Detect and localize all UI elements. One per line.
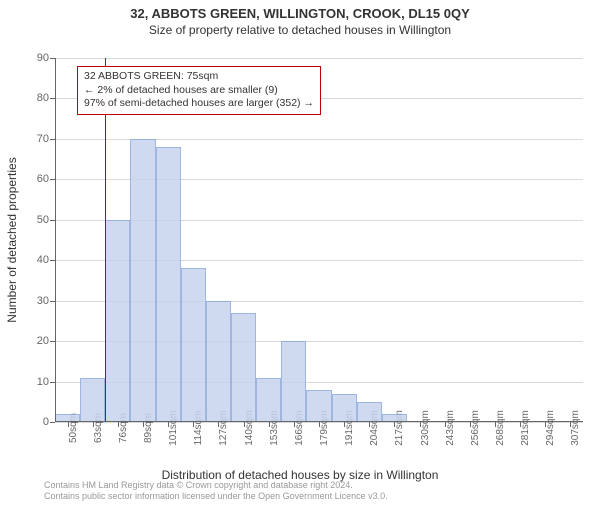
histogram-bar <box>357 402 382 422</box>
histogram-bar <box>130 139 155 422</box>
x-tick-label: 230sqm <box>420 410 431 446</box>
x-axis-line <box>55 421 583 422</box>
histogram-bar <box>181 268 206 422</box>
histogram-bar <box>105 220 130 422</box>
annotation-line: ← 2% of detached houses are smaller (9) <box>84 84 314 98</box>
page-subtitle: Size of property relative to detached ho… <box>0 23 600 37</box>
histogram-bar <box>156 147 181 422</box>
y-tick-label: 50 <box>37 214 49 226</box>
x-tick-label: 307sqm <box>570 410 581 446</box>
footer-line: Contains public sector information licen… <box>44 491 388 502</box>
y-tick-label: 0 <box>43 416 49 428</box>
y-axis-line <box>55 58 56 422</box>
grid-line <box>55 58 583 59</box>
histogram-bar <box>281 341 306 422</box>
y-tick-label: 80 <box>37 92 49 104</box>
page-title: 32, ABBOTS GREEN, WILLINGTON, CROOK, DL1… <box>0 6 600 21</box>
histogram-bar <box>306 390 331 422</box>
annotation-line: 97% of semi-detached houses are larger (… <box>84 97 314 111</box>
histogram-bar <box>332 394 357 422</box>
annotation-box: 32 ABBOTS GREEN: 75sqm ← 2% of detached … <box>77 66 321 115</box>
footer-note: Contains HM Land Registry data © Crown c… <box>44 480 388 502</box>
x-tick-label: 294sqm <box>545 410 556 446</box>
y-tick-label: 60 <box>37 173 49 185</box>
chart-plot-area: 010203040506070809050sqm63sqm76sqm89sqm1… <box>55 58 583 422</box>
y-tick-mark <box>50 422 55 423</box>
y-tick-label: 20 <box>37 335 49 347</box>
x-tick-label: 243sqm <box>445 410 456 446</box>
y-tick-label: 90 <box>37 52 49 64</box>
x-tick-label: 268sqm <box>495 410 506 446</box>
histogram-bar <box>80 378 105 422</box>
y-tick-label: 30 <box>37 295 49 307</box>
annotation-line: 32 ABBOTS GREEN: 75sqm <box>84 70 314 84</box>
x-tick-label: 256sqm <box>470 410 481 446</box>
histogram-bar <box>206 301 231 422</box>
y-tick-label: 70 <box>37 133 49 145</box>
x-tick-label: 281sqm <box>520 410 531 446</box>
footer-line: Contains HM Land Registry data © Crown c… <box>44 480 388 491</box>
y-tick-label: 10 <box>37 376 49 388</box>
y-axis-label: Number of detached properties <box>5 157 19 322</box>
histogram-bar <box>256 378 281 422</box>
y-tick-label: 40 <box>37 254 49 266</box>
histogram-bar <box>231 313 256 422</box>
